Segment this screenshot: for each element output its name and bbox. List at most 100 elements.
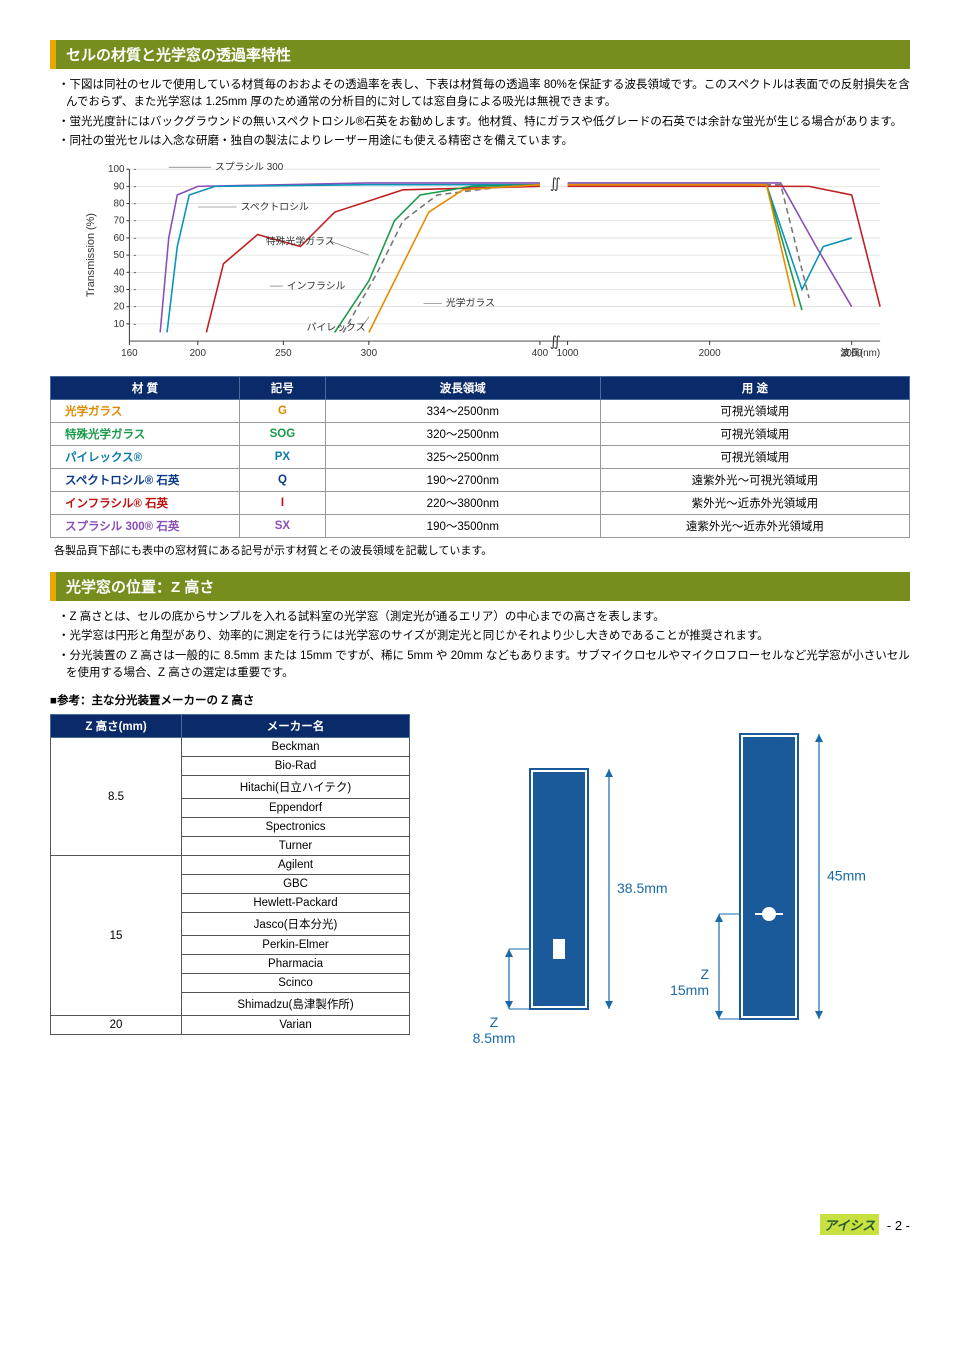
- svg-text:-: -: [133, 233, 136, 243]
- mat-th: 材 質: [51, 377, 240, 400]
- maker-name: Jasco(日本分光): [182, 913, 410, 936]
- mat-range: 190～2700nm: [325, 469, 600, 492]
- mat-sym: SOG: [239, 423, 325, 446]
- svg-text:パイレックス: パイレックス: [307, 321, 366, 333]
- maker-name: Eppendorf: [182, 799, 410, 818]
- mat-sym: PX: [239, 446, 325, 469]
- maker-name: Scinco: [182, 974, 410, 993]
- maker-z: 20: [51, 1016, 182, 1035]
- svg-text:60: 60: [113, 233, 124, 244]
- svg-text:38.5mm: 38.5mm: [617, 880, 668, 896]
- svg-text:波長(nm): 波長(nm): [840, 346, 880, 359]
- svg-text:-: -: [133, 284, 136, 294]
- maker-name: Pharmacia: [182, 955, 410, 974]
- svg-text:300: 300: [361, 348, 378, 359]
- svg-text:160: 160: [121, 348, 138, 359]
- material-table: 材 質記号波長領域用 途 光学ガラス G 334～2500nm 可視光領域用 特…: [50, 376, 910, 538]
- svg-text:特殊光学ガラス: 特殊光学ガラス: [266, 234, 335, 247]
- svg-text:80: 80: [113, 199, 124, 210]
- maker-name: Perkin-Elmer: [182, 936, 410, 955]
- mat-use: 遠紫外光～近赤外光領域用: [600, 515, 909, 538]
- mat-use: 遠紫外光～可視光領域用: [600, 469, 909, 492]
- maker-name: Agilent: [182, 856, 410, 875]
- mat-th: 波長領域: [325, 377, 600, 400]
- svg-text:-: -: [133, 216, 136, 226]
- svg-text:-: -: [133, 199, 136, 209]
- maker-name: Spectronics: [182, 818, 410, 837]
- page-number: - 2 -: [887, 1218, 910, 1233]
- svg-text:40: 40: [113, 267, 124, 278]
- svg-text:-: -: [133, 181, 136, 191]
- svg-text:Transmission (%): Transmission (%): [85, 213, 97, 297]
- maker-name: Hewlett-Packard: [182, 894, 410, 913]
- svg-text:200: 200: [190, 348, 207, 359]
- section1-bullets: ・下図は同社のセルで使用している材質毎のおおよその透過率を表し、下表は材質毎の透…: [58, 77, 910, 150]
- bullet: ・下図は同社のセルで使用している材質毎のおおよその透過率を表し、下表は材質毎の透…: [58, 77, 910, 112]
- svg-text:100: 100: [108, 164, 125, 175]
- svg-text:光学ガラス: 光学ガラス: [446, 296, 495, 309]
- mat-name: 光学ガラス: [51, 400, 240, 423]
- maker-th: Z 高さ(mm): [51, 715, 182, 738]
- maker-name: Shimadzu(島津製作所): [182, 993, 410, 1016]
- mat-name: スプラシル 300® 石英: [51, 515, 240, 538]
- svg-text:Z: Z: [700, 966, 709, 982]
- svg-text:スペクトロシル: スペクトロシル: [241, 201, 309, 213]
- maker-th: メーカー名: [182, 715, 410, 738]
- svg-text:20: 20: [113, 302, 124, 313]
- mat-name: 特殊光学ガラス: [51, 423, 240, 446]
- maker-table: Z 高さ(mm)メーカー名8.5BeckmanBio-RadHitachi(日立…: [50, 714, 410, 1035]
- mat-range: 190～3500nm: [325, 515, 600, 538]
- svg-text:1000: 1000: [557, 348, 579, 359]
- svg-text:45mm: 45mm: [827, 868, 866, 884]
- maker-name: GBC: [182, 875, 410, 894]
- maker-z: 15: [51, 856, 182, 1016]
- mat-use: 紫外光～近赤外光領域用: [600, 492, 909, 515]
- maker-z: 8.5: [51, 738, 182, 856]
- bullet: ・同社の蛍光セルは入念な研磨・独自の製法によりレーザー用途にも使える精密さを備え…: [58, 133, 910, 150]
- section1-header: セルの材質と光学窓の透過率特性: [50, 40, 910, 69]
- mat-name: インフラシル® 石英: [51, 492, 240, 515]
- svg-text:15mm: 15mm: [670, 982, 709, 998]
- material-table-note: 各製品頁下部にも表中の窓材質にある記号が示す材質とその波長領域を記載しています。: [54, 542, 910, 558]
- mat-range: 334～2500nm: [325, 400, 600, 423]
- bullet: ・Z 高さとは、セルの底からサンプルを入れる試料室の光学窓（測定光が通るエリア）…: [58, 609, 910, 626]
- bullet: ・分光装置の Z 高さは一般的に 8.5mm または 15mm ですが、稀に 5…: [58, 648, 910, 683]
- svg-text:90: 90: [113, 181, 124, 192]
- maker-name: Bio-Rad: [182, 757, 410, 776]
- mat-sym: SX: [239, 515, 325, 538]
- maker-name: Hitachi(日立ハイテク): [182, 776, 410, 799]
- mat-sym: Q: [239, 469, 325, 492]
- mat-use: 可視光領域用: [600, 446, 909, 469]
- mat-range: 320～2500nm: [325, 423, 600, 446]
- svg-text:50: 50: [113, 250, 124, 261]
- transmission-chart: 10-20-30-40-50-60-70-80-90-100-160200250…: [80, 160, 890, 370]
- mat-range: 220～3800nm: [325, 492, 600, 515]
- svg-text:スプラシル 300: スプラシル 300: [215, 161, 284, 173]
- mat-name: パイレックス®: [51, 446, 240, 469]
- svg-text:10: 10: [113, 319, 124, 330]
- svg-text:70: 70: [113, 216, 124, 227]
- svg-text:8.5mm: 8.5mm: [473, 1030, 516, 1046]
- mat-use: 可視光領域用: [600, 423, 909, 446]
- svg-text:∬: ∬: [550, 175, 561, 191]
- maker-name: Beckman: [182, 738, 410, 757]
- svg-text:-: -: [133, 319, 136, 329]
- svg-text:Z: Z: [490, 1014, 499, 1030]
- svg-text:∬: ∬: [550, 333, 561, 349]
- svg-text:-: -: [133, 302, 136, 312]
- svg-text:-: -: [133, 267, 136, 277]
- section2-header: 光学窓の位置：Z 高さ: [50, 572, 910, 601]
- svg-text:2000: 2000: [699, 348, 721, 359]
- footer-logo: アイシス: [820, 1214, 879, 1235]
- svg-text:-: -: [133, 250, 136, 260]
- mat-use: 可視光領域用: [600, 400, 909, 423]
- svg-text:30: 30: [113, 284, 124, 295]
- svg-text:400: 400: [532, 348, 549, 359]
- bullet: ・蛍光光度計にはバックグラウンドの無いスペクトロシル®石英をお勧めします。他材質…: [58, 114, 910, 131]
- z-height-diagram: 38.5mm45mmZ8.5mmZ15mm: [428, 714, 910, 1054]
- mat-sym: G: [239, 400, 325, 423]
- mat-name: スペクトロシル® 石英: [51, 469, 240, 492]
- mat-th: 記号: [239, 377, 325, 400]
- mat-th: 用 途: [600, 377, 909, 400]
- page-footer: アイシス - 2 -: [50, 1214, 910, 1235]
